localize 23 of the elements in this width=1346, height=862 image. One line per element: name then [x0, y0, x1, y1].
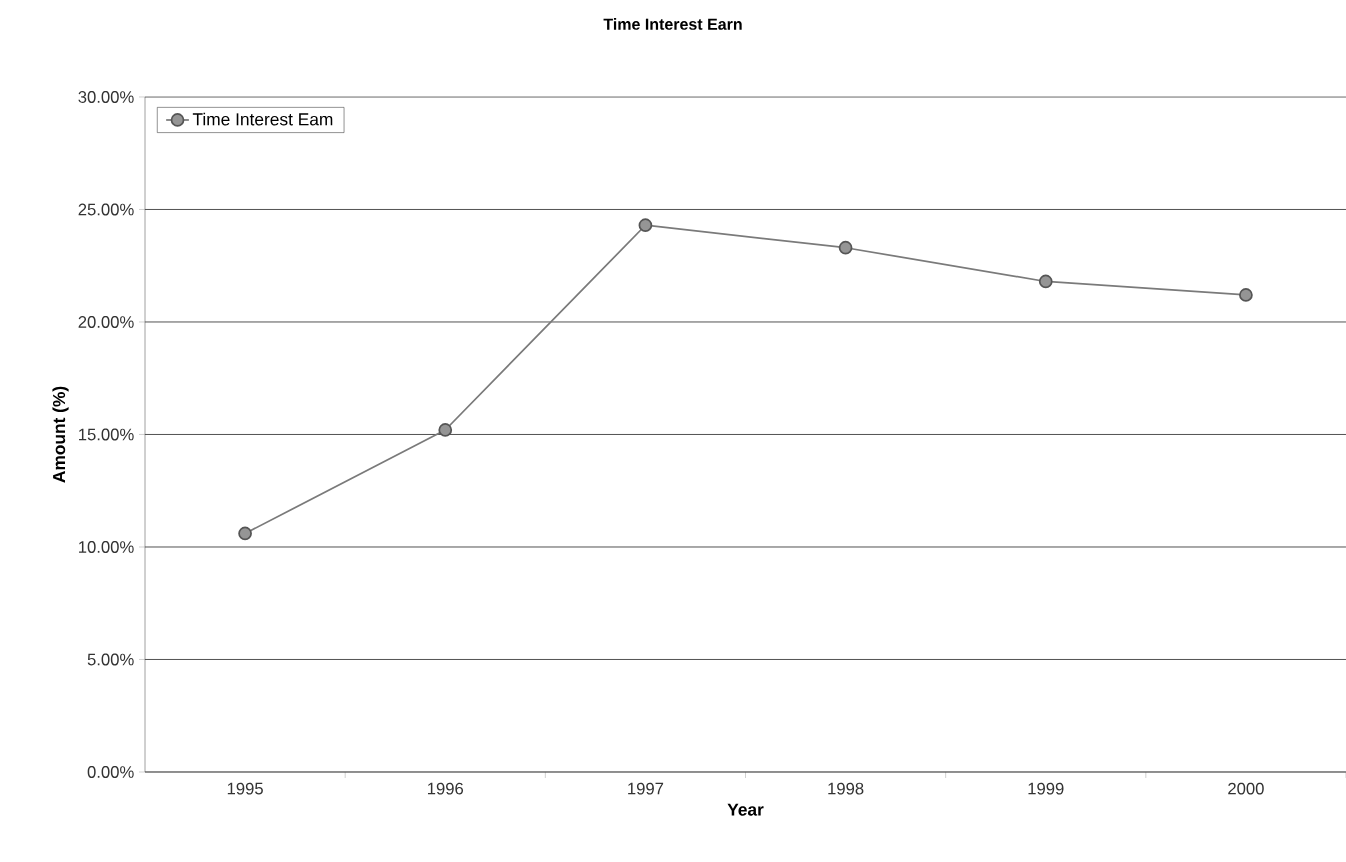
y-tick-label: 0.00% — [87, 766, 134, 778]
x-tick-label: 1997 — [628, 782, 664, 795]
point — [838, 240, 853, 255]
chart-title: Time Interest Earn — [603, 18, 742, 30]
point — [1239, 288, 1253, 302]
point — [1038, 274, 1053, 289]
y-axis-title: Amount (%) — [52, 386, 69, 483]
x-tick-label: 2000 — [1228, 782, 1264, 795]
x-tick-label: 1998 — [828, 782, 864, 795]
x-axis-title: Year — [727, 803, 764, 816]
y-tick-label: 15.00% — [79, 428, 134, 441]
y-tick-label: 30.00% — [78, 91, 134, 103]
x-tick-label: 1999 — [1028, 782, 1064, 795]
point — [438, 423, 453, 437]
x-tick-label: 1995 — [227, 782, 263, 795]
point — [238, 526, 252, 541]
point — [638, 218, 653, 233]
y-tick-label: 10.00% — [79, 541, 134, 553]
legend-label: Time Interest Eam — [192, 112, 333, 126]
y-tick-label: 5.00% — [87, 653, 134, 666]
y-tick-label: 20.00% — [78, 316, 134, 328]
x-tick-label: 1996 — [427, 782, 464, 795]
y-tick-label: 25.00% — [78, 203, 134, 216]
